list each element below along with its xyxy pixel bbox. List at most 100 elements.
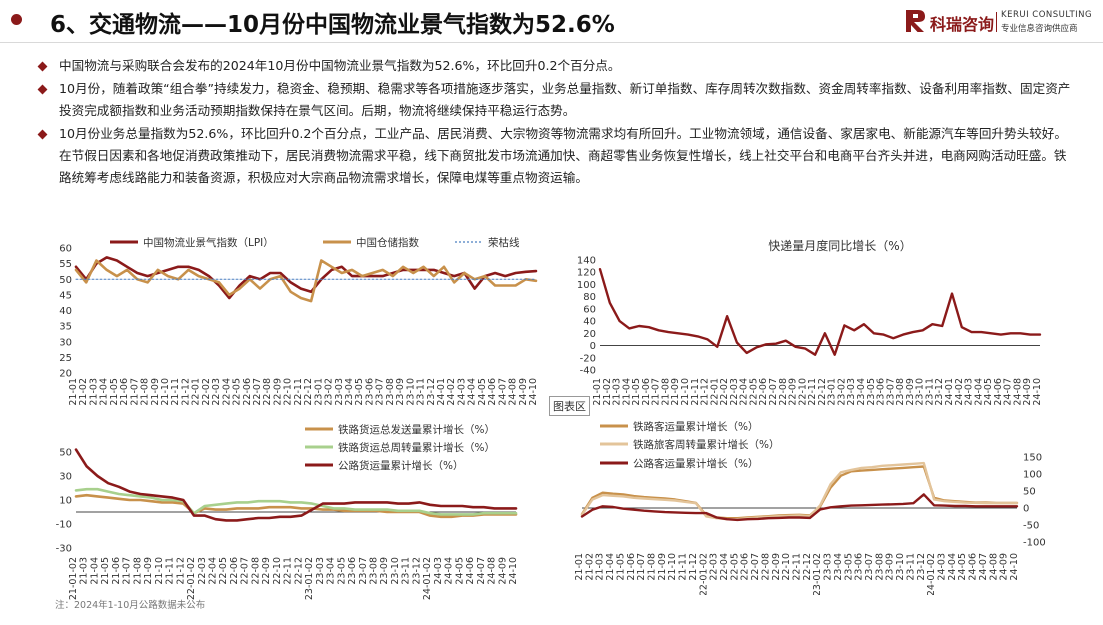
y-tick-label: 45 bbox=[59, 290, 72, 301]
x-tick-label: 24-01-02 bbox=[422, 557, 433, 600]
y-tick-label: -40 bbox=[580, 366, 596, 377]
x-tick-label: 24-06 bbox=[968, 553, 979, 581]
x-tick-label: 21-06 bbox=[111, 557, 122, 585]
bullet-item: 10月份业务总量指数为52.6%，环比回升0.2个百分点，工业产品、居民消费、大… bbox=[36, 123, 1071, 189]
series-line bbox=[74, 493, 518, 519]
x-tick-label: 23-06 bbox=[854, 553, 865, 581]
x-tick-label: 23-08 bbox=[874, 553, 885, 581]
x-tick-label: 22-01-02 bbox=[698, 553, 709, 595]
y-tick-label: 50 bbox=[59, 448, 72, 459]
y-tick-label: 20 bbox=[583, 329, 596, 340]
x-tick-label: 24-01-02 bbox=[926, 553, 937, 595]
x-tick-label: 24-06 bbox=[465, 557, 476, 585]
x-tick-label: 22-11 bbox=[293, 378, 304, 406]
x-tick-label: 21-03 bbox=[79, 557, 90, 585]
x-tick-label: 21-12 bbox=[688, 553, 699, 581]
x-tick-label: 23-04 bbox=[856, 378, 867, 406]
x-tick-label: 21-05 bbox=[631, 378, 642, 406]
x-tick-label: 23-11 bbox=[924, 378, 935, 406]
x-tick-label: 23-08 bbox=[368, 557, 379, 585]
x-tick-label: 23-09 bbox=[905, 378, 916, 406]
x-tick-label: 22-04 bbox=[208, 557, 219, 585]
x-tick-label: 22-05 bbox=[729, 553, 740, 581]
x-tick-label: 22-02 bbox=[201, 378, 212, 406]
x-tick-label: 22-08 bbox=[250, 557, 261, 585]
y-tick-label: 60 bbox=[59, 244, 72, 255]
x-tick-label: 22-10 bbox=[781, 553, 792, 581]
x-tick-label: 22-09 bbox=[272, 378, 283, 406]
x-tick-label: 21-05 bbox=[109, 378, 120, 406]
legend-label: 铁路货运总发送量累计增长（%） bbox=[338, 423, 495, 436]
x-tick-label: 23-05 bbox=[866, 378, 877, 406]
x-tick-label: 24-03 bbox=[433, 557, 444, 585]
x-tick-label: 22-05 bbox=[218, 557, 229, 585]
x-tick-label: 21-11 bbox=[678, 553, 689, 581]
x-tick-label: 22-12 bbox=[293, 557, 304, 585]
x-tick-label: 24-10 bbox=[1009, 553, 1020, 581]
x-tick-label: 23-07 bbox=[864, 553, 875, 581]
y-tick-label: 0 bbox=[590, 341, 596, 352]
x-tick-label: 24-09 bbox=[497, 557, 508, 585]
y-tick-label: 60 bbox=[583, 304, 596, 315]
x-tick-label: 22-03 bbox=[709, 553, 720, 581]
x-tick-label: 24-05 bbox=[983, 378, 994, 406]
x-tick-label: 22-11 bbox=[792, 553, 803, 581]
legend-label: 铁路货运总周转量累计增长（%） bbox=[338, 441, 495, 454]
x-tick-label: 22-07 bbox=[768, 378, 779, 406]
x-tick-label: 22-10 bbox=[272, 557, 283, 585]
x-tick-label: 22-06 bbox=[758, 378, 769, 406]
x-tick-label: 23-11 bbox=[905, 553, 916, 581]
series-line bbox=[74, 487, 518, 516]
x-tick-label: 22-05 bbox=[748, 378, 759, 406]
x-tick-label: 21-01 bbox=[574, 553, 585, 581]
page-title: 6、交通物流——10月份中国物流业景气指数为52.6% bbox=[50, 12, 615, 38]
freight-growth-chart[interactable]: 50 30 10 -10 -30 21-01-02 21-03 21-04 21-05 21-06… bbox=[30, 415, 550, 600]
x-tick-label: 22-06 bbox=[242, 378, 253, 406]
x-tick-label: 23-02 bbox=[324, 378, 335, 406]
y-tick-label: 25 bbox=[59, 353, 72, 364]
x-tick-label: 22-04 bbox=[221, 378, 232, 406]
x-tick-label: 23-08 bbox=[385, 378, 396, 406]
x-tick-label: 24-09 bbox=[999, 553, 1010, 581]
series-line bbox=[74, 448, 518, 522]
x-tick-label: 23-03 bbox=[846, 378, 857, 406]
x-tick-label: 22-10 bbox=[797, 378, 808, 406]
x-tick-label: 21-01 bbox=[592, 378, 603, 406]
y-tick-label: -100 bbox=[1023, 538, 1046, 549]
x-tick-label: 21-05 bbox=[615, 553, 626, 581]
x-tick-label: 24-07 bbox=[978, 553, 989, 581]
x-tick-label: 22-08 bbox=[760, 553, 771, 581]
bullet-text: 10月份业务总量指数为52.6%，环比回升0.2个百分点，工业产品、居民消费、大… bbox=[59, 126, 1067, 185]
x-tick-label: 24-04 bbox=[947, 553, 958, 581]
x-tick-label: 23-11 bbox=[416, 378, 427, 406]
y-tick-label: 80 bbox=[583, 292, 596, 303]
x-tick-label: 23-12 bbox=[411, 557, 422, 585]
y-tick-label: 40 bbox=[59, 306, 72, 317]
x-tick-label: 21-11 bbox=[170, 378, 181, 406]
x-tick-label: 23-12 bbox=[934, 378, 945, 406]
y-tick-label: 40 bbox=[583, 317, 596, 328]
x-tick-label: 21-01 bbox=[68, 378, 79, 406]
x-tick-label: 21-09 bbox=[143, 557, 154, 585]
x-tick-label: 21-10 bbox=[154, 557, 165, 585]
x-tick-label: 22-03 bbox=[729, 378, 740, 406]
x-tick-label: 23-06 bbox=[364, 378, 375, 406]
x-tick-label: 21-08 bbox=[132, 557, 143, 585]
x-tick-label: 23-03 bbox=[315, 557, 326, 585]
express-growth-chart[interactable]: 快递量月度同比增长（%）140120100806040200-20-4021-0… bbox=[555, 228, 1075, 418]
x-tick-label: 22-02 bbox=[719, 378, 730, 406]
y-tick-label: 120 bbox=[577, 268, 596, 279]
x-tick-label: 24-10 bbox=[508, 557, 519, 585]
x-tick-label: 21-07 bbox=[636, 553, 647, 581]
x-tick-label: 23-05 bbox=[843, 553, 854, 581]
x-tick-label: 21-08 bbox=[140, 378, 151, 406]
x-tick-label: 21-02 bbox=[78, 378, 89, 406]
x-tick-label: 21-08 bbox=[660, 378, 671, 406]
y-tick-label: 30 bbox=[59, 472, 72, 483]
x-tick-label: 21-07 bbox=[651, 378, 662, 406]
x-tick-label: 22-09 bbox=[771, 553, 782, 581]
bullet-list: 中国物流与采购联合会发布的2024年10月份中国物流业景气指数为52.6%，环比… bbox=[36, 55, 1071, 190]
x-tick-label: 24-07 bbox=[476, 557, 487, 585]
